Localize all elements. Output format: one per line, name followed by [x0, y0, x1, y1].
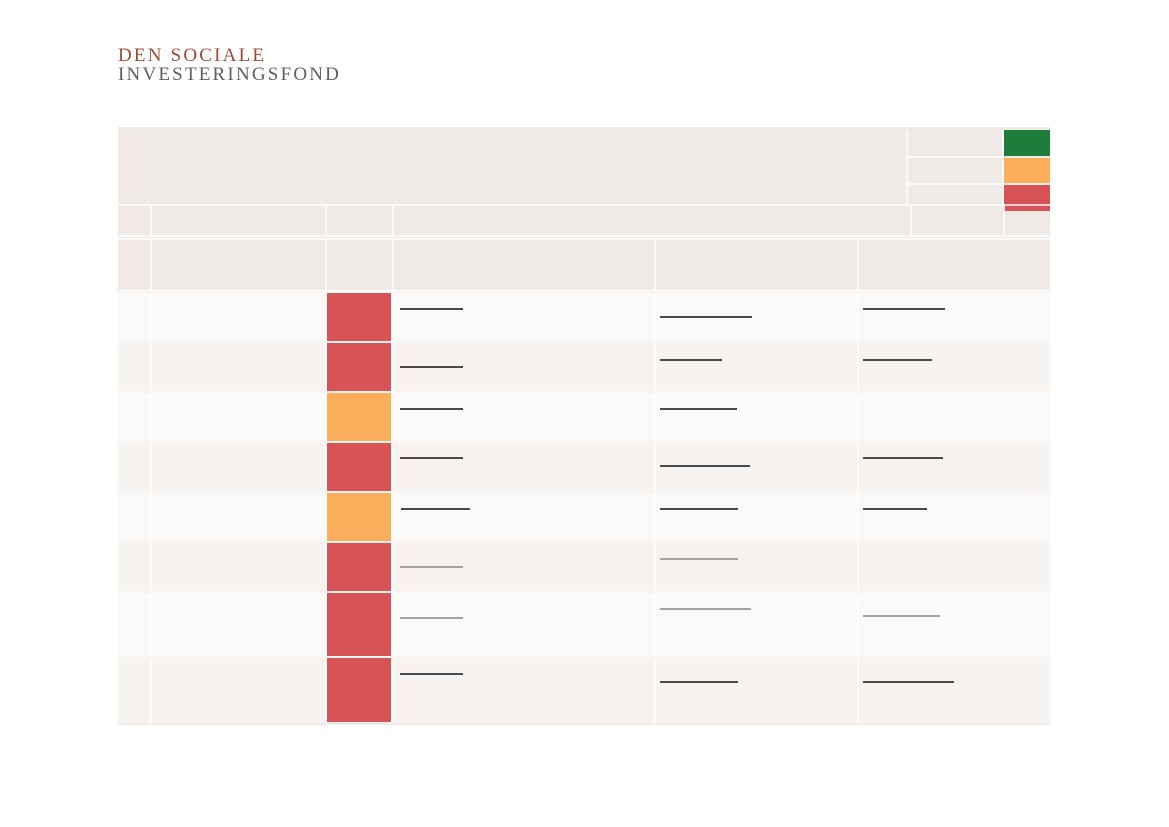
gridline	[654, 240, 656, 290]
redacted-link-underline[interactable]	[660, 681, 738, 683]
table-bottom-edge	[118, 723, 1050, 725]
gridline	[906, 183, 1002, 185]
redacted-link-underline[interactable]	[660, 608, 751, 610]
gridline	[325, 240, 327, 290]
table-row	[118, 592, 1050, 657]
status-cell-red	[327, 658, 391, 722]
row-divider	[118, 491, 1050, 493]
status-cell-red	[327, 443, 391, 491]
gridline	[392, 240, 394, 290]
row-divider	[118, 591, 1050, 593]
status-cell-orange	[327, 393, 391, 441]
gridline	[118, 235, 1050, 237]
legend-label-green	[908, 130, 1002, 156]
status-cell-red	[327, 293, 391, 341]
redacted-link-underline[interactable]	[863, 508, 927, 510]
redacted-link-underline[interactable]	[660, 465, 750, 467]
row-divider	[118, 291, 1050, 293]
redacted-link-underline[interactable]	[863, 615, 940, 617]
redacted-link-underline[interactable]	[863, 359, 932, 361]
table-row	[118, 292, 1050, 342]
logo-line-2: INVESTERINGSFOND	[118, 65, 341, 84]
gridline	[906, 156, 1002, 158]
report-page: DEN SOCIALE INVESTERINGSFOND	[0, 0, 1169, 827]
redacted-link-underline[interactable]	[400, 308, 463, 310]
status-cell-red	[327, 593, 391, 656]
row-divider	[118, 341, 1050, 343]
redacted-link-underline[interactable]	[400, 566, 463, 568]
redacted-link-underline[interactable]	[400, 673, 463, 675]
status-cell-orange	[327, 493, 391, 541]
column-divider	[654, 292, 656, 723]
table-row	[118, 392, 1050, 442]
column-divider	[325, 292, 327, 723]
redacted-link-underline[interactable]	[660, 558, 738, 560]
gridline	[150, 240, 152, 290]
redacted-link-underline[interactable]	[660, 316, 752, 318]
row-divider	[118, 391, 1050, 393]
gridline	[906, 130, 908, 206]
legend-swatch-red	[1004, 185, 1050, 211]
gridline	[392, 206, 394, 235]
logo-line-1: DEN SOCIALE	[118, 46, 341, 65]
redacted-link-underline[interactable]	[660, 508, 738, 510]
table-row	[118, 542, 1050, 592]
status-cell-red	[327, 343, 391, 391]
redacted-link-underline[interactable]	[400, 457, 463, 459]
redacted-link-underline[interactable]	[400, 617, 463, 619]
redacted-link-underline[interactable]	[400, 366, 463, 368]
table-row	[118, 342, 1050, 392]
redacted-link-underline[interactable]	[863, 681, 954, 683]
legend-swatch-orange	[1004, 158, 1050, 183]
redacted-link-underline[interactable]	[863, 457, 943, 459]
gridline	[325, 206, 327, 235]
redacted-link-underline[interactable]	[401, 508, 470, 510]
table-row	[118, 442, 1050, 492]
column-divider	[150, 292, 152, 723]
gridline	[1002, 130, 1004, 208]
redacted-link-underline[interactable]	[660, 408, 737, 410]
redacted-link-underline[interactable]	[400, 408, 463, 410]
redacted-link-underline[interactable]	[863, 308, 945, 310]
column-divider	[857, 292, 859, 723]
redacted-link-underline[interactable]	[660, 359, 722, 361]
table-row	[118, 657, 1050, 723]
column-divider	[391, 292, 393, 723]
legend-label-red	[908, 185, 1002, 211]
legend-swatch-green	[1004, 130, 1050, 156]
status-report-table	[118, 127, 1050, 725]
gridline	[1003, 206, 1005, 235]
logo: DEN SOCIALE INVESTERINGSFOND	[118, 46, 341, 84]
row-divider	[118, 441, 1050, 443]
row-divider	[118, 541, 1050, 543]
gridline	[118, 238, 1050, 240]
row-divider	[118, 656, 1050, 658]
legend-label-orange	[908, 158, 1002, 183]
table-row	[118, 492, 1050, 542]
status-cell-red	[327, 543, 391, 591]
gridline	[150, 206, 152, 235]
gridline	[910, 206, 912, 235]
gridline	[857, 240, 859, 290]
